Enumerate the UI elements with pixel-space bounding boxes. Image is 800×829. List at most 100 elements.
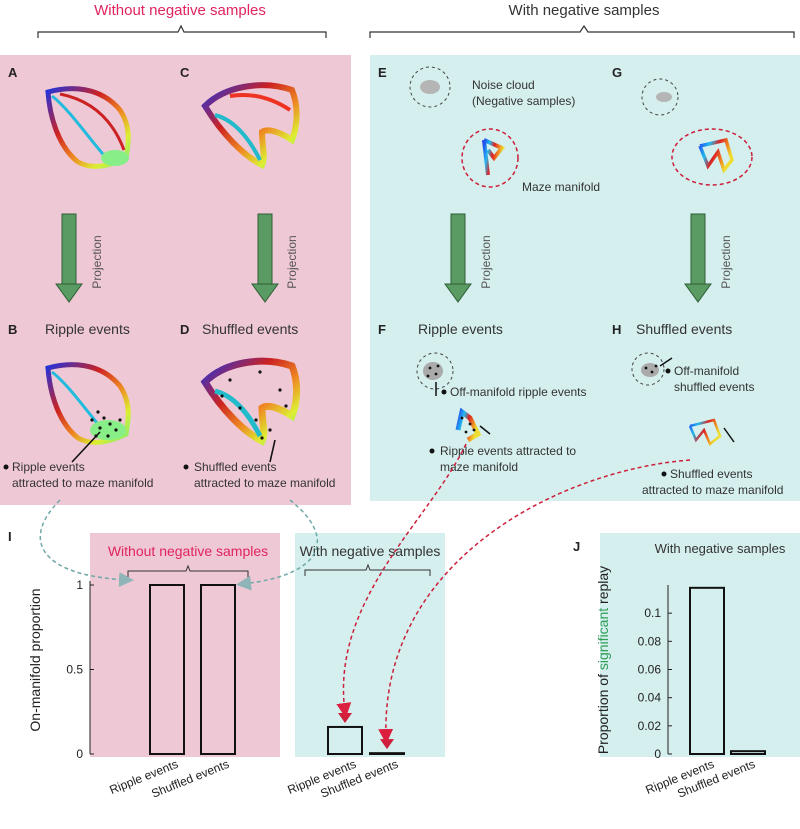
- header-without: Without negative samples: [94, 2, 266, 19]
- manifold-b: [45, 362, 131, 445]
- panel-label-j: J: [573, 539, 580, 554]
- annotation-f-off: Off-manifold ripple events: [450, 385, 587, 399]
- panel-label-c: C: [180, 65, 190, 80]
- chart-i-ytick-label: 1: [76, 578, 83, 592]
- projection-label-e: Projection: [479, 235, 493, 288]
- chart-i-ylabel: On-manifold proportion: [27, 588, 43, 731]
- off-manifold-cloud-h: [641, 363, 659, 377]
- connector-h-to-i: [378, 459, 691, 744]
- panel-with-bg: [370, 55, 800, 501]
- projection-label-g: Projection: [719, 235, 733, 288]
- chart-i-group-without: Without negative samples: [108, 543, 268, 559]
- off-manifold-ring-f: [416, 352, 454, 390]
- noise-cloud-g: [641, 78, 679, 116]
- panel-label-e: E: [378, 65, 387, 80]
- title-h: Shuffled events: [636, 321, 732, 337]
- chart-j-title: With negative samples: [655, 541, 786, 556]
- panel-label-b: B: [8, 322, 17, 337]
- annotation-h-att-2: attracted to maze manifold: [642, 483, 783, 497]
- chart-i-bar: [327, 725, 363, 756]
- title-f: Ripple events: [418, 321, 503, 337]
- chart-j-ylabel-part-2: significant: [595, 608, 611, 670]
- chart-i-bar: [200, 584, 236, 755]
- annotation-h-att-1: Shuffled events: [670, 467, 753, 481]
- attracted-dots-f: [460, 416, 476, 434]
- chart-j-ytick-label: 0.06: [638, 663, 662, 677]
- off-manifold-dots-h: [644, 364, 658, 374]
- annotation-f-att-1: Ripple events attracted to: [440, 444, 576, 458]
- title-b: Ripple events: [45, 321, 130, 337]
- panel-label-f: F: [378, 322, 386, 337]
- off-manifold-cloud-f: [423, 362, 443, 380]
- projection-arrow-right: [251, 213, 279, 303]
- arrow-h-att: [723, 427, 735, 443]
- arrow-b: [71, 431, 101, 463]
- chart-i-ytick-label: 0: [76, 747, 83, 761]
- arrow-f-att: [479, 425, 491, 435]
- projection-arrow-left: [55, 213, 83, 303]
- chart-j-bar: [689, 586, 725, 755]
- annotation-b-1: Ripple events: [12, 460, 85, 474]
- manifold-d: [200, 357, 301, 446]
- annotation-d-1: Shuffled events: [194, 460, 277, 474]
- off-manifold-dots-f: [426, 364, 440, 378]
- brace-i-without: [127, 564, 249, 578]
- chart-i-cyan-bg: [295, 533, 445, 757]
- noise-cloud-g-fill: [656, 92, 672, 102]
- arrow-h-off: [659, 357, 673, 367]
- chart-j-ylabel-part-3: replay: [595, 566, 611, 608]
- chart-j-ytick-label: 0.02: [638, 719, 662, 733]
- annotation-d-2: attracted to maze manifold: [194, 476, 335, 490]
- chart-j-ytick-label: 0.04: [638, 691, 662, 705]
- chart-i-group-with: With negative samples: [300, 543, 441, 559]
- bullet-b: [3, 464, 9, 470]
- annotation-h-off-1: Off-manifold: [674, 364, 739, 378]
- maze-manifold-label: Maze manifold: [522, 180, 600, 194]
- maze-manifold-g: [698, 137, 734, 174]
- brace-without: [37, 24, 327, 38]
- chart-i-bar: [369, 752, 405, 756]
- noise-cloud-label-2: (Negative samples): [472, 94, 575, 108]
- noise-cloud-label-1: Noise cloud: [472, 78, 535, 92]
- maze-manifold-e: [482, 138, 506, 176]
- noise-cloud-e: [409, 66, 451, 108]
- chart-j-ytick-label: 0.1: [644, 606, 661, 620]
- header-with: With negative samples: [509, 2, 660, 19]
- title-d: Shuffled events: [202, 321, 298, 337]
- manifold-c: [201, 82, 300, 170]
- chart-j-ylabel: Proportion of significant replay: [595, 566, 611, 754]
- bullet-h-off: [665, 368, 671, 374]
- projection-arrow-e: [444, 213, 472, 303]
- bullet-f-off: [441, 389, 447, 395]
- brace-i-with: [304, 563, 431, 576]
- chart-i-bar: [149, 584, 185, 755]
- bullet-h-att: [661, 471, 667, 477]
- panel-label-d: D: [180, 322, 189, 337]
- connector-b-to-i: [39, 499, 134, 588]
- maze-manifold-ring-g: [671, 128, 753, 186]
- projection-arrow-g: [684, 213, 712, 303]
- manifold-a: [45, 86, 131, 169]
- maze-manifold-h: [688, 418, 722, 447]
- chart-j-ytick-label: 0.08: [638, 634, 662, 648]
- noise-cloud-e-fill: [420, 80, 440, 94]
- projection-label-right: Projection: [285, 235, 299, 288]
- connector-d-to-i: [236, 499, 319, 591]
- bullet-f-att: [429, 448, 435, 454]
- annotation-b-2: attracted to maze manifold: [12, 476, 153, 490]
- chart-j-ytick-label: 0: [654, 747, 661, 761]
- chart-j-ylabel-part-1: Proportion of: [595, 670, 611, 754]
- panel-label-h: H: [612, 322, 621, 337]
- maze-manifold-ring-e: [461, 128, 519, 188]
- projection-label-left: Projection: [90, 235, 104, 288]
- panel-label-a: A: [8, 65, 18, 80]
- bullet-d: [183, 464, 189, 470]
- chart-i-ytick-label: 0.5: [66, 663, 83, 677]
- off-manifold-ring-h: [631, 352, 665, 386]
- panel-label-i: I: [8, 529, 12, 544]
- chart-j-bar: [730, 750, 766, 756]
- annotation-f-att-2: maze manifold: [440, 460, 518, 474]
- annotation-h-off-2: shuffled events: [674, 380, 755, 394]
- arrow-d: [269, 439, 276, 463]
